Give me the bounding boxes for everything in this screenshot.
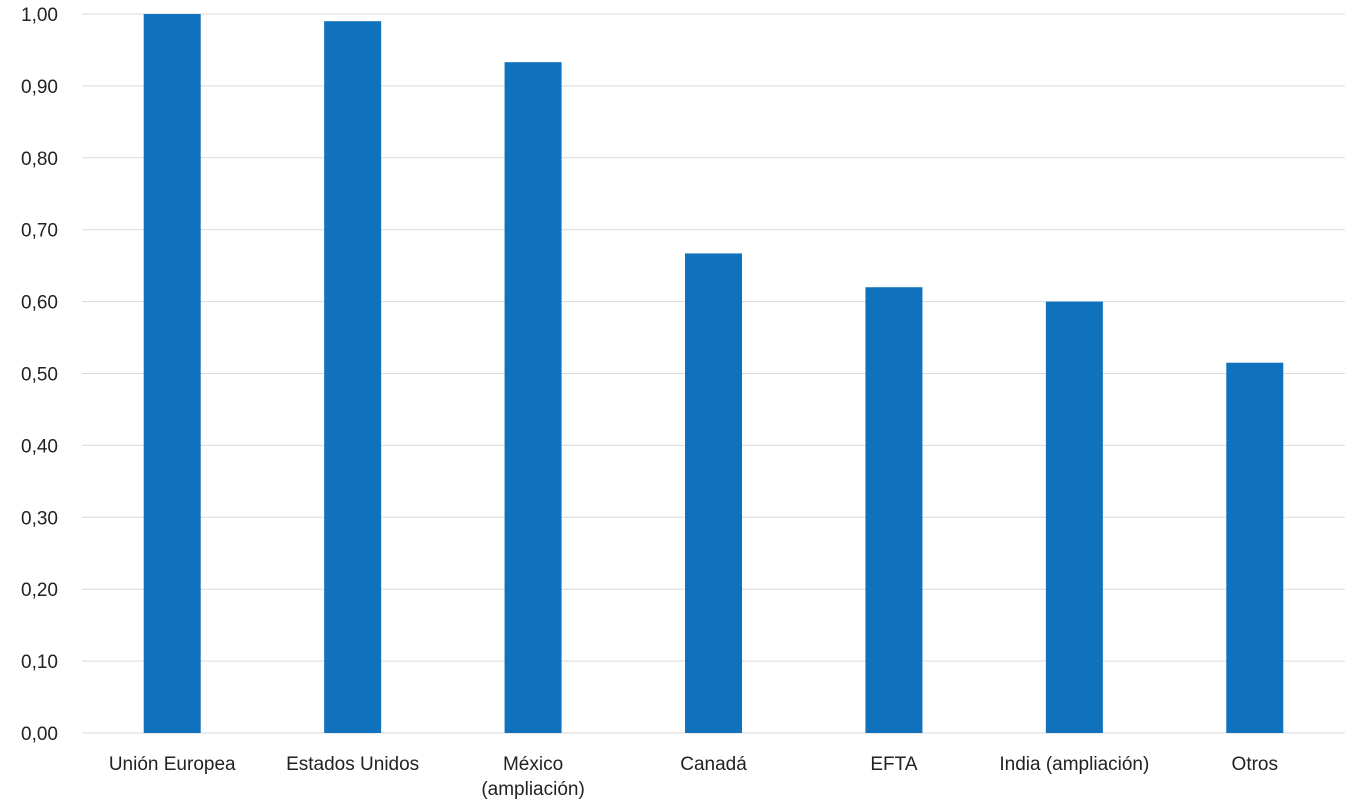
x-category-label-line: India (ampliación) — [999, 754, 1149, 775]
bar — [504, 62, 562, 734]
bar — [865, 287, 923, 733]
y-tick-label: 0,90 — [21, 77, 58, 98]
y-axis-tick-labels: 0,00 0,10 0,20 0,30 0,40 0,50 0,60 0,70 0,80 0,90… — [21, 5, 58, 745]
x-category-label: Unión Europea — [109, 754, 236, 775]
x-axis-category-labels: Unión Europea Estados Unidos México (amplia… — [109, 754, 1278, 800]
x-category-label-line: EFTA — [870, 754, 917, 775]
x-category-label: Otros — [1232, 754, 1278, 775]
bar — [1226, 362, 1284, 733]
y-tick-label: 0,80 — [21, 149, 58, 170]
x-category-label-line: México — [503, 754, 563, 775]
x-category-label: India (ampliación) — [999, 754, 1149, 775]
x-category-label: EFTA — [870, 754, 917, 775]
x-category-label-line: Unión Europea — [109, 754, 236, 775]
y-tick-label: 0,70 — [21, 221, 58, 242]
y-tick-label: 0,60 — [21, 293, 58, 314]
y-tick-label: 0,50 — [21, 365, 58, 386]
x-category-label: México (ampliación) — [481, 754, 584, 800]
y-tick-label: 0,40 — [21, 436, 58, 457]
bar — [324, 21, 382, 733]
y-tick-label: 0,10 — [21, 652, 58, 673]
x-category-label-line: (ampliación) — [481, 779, 584, 800]
x-category-label: Estados Unidos — [286, 754, 419, 775]
y-tick-label: 0,00 — [21, 724, 58, 745]
x-category-label: Canadá — [680, 754, 747, 775]
x-category-label-line: Otros — [1232, 754, 1278, 775]
x-category-label-line: Estados Unidos — [286, 754, 419, 775]
bar — [143, 14, 201, 733]
bar — [685, 253, 742, 733]
bars — [143, 14, 1284, 734]
y-tick-label: 0,20 — [21, 580, 58, 601]
y-tick-label: 1,00 — [21, 5, 58, 26]
x-category-label-line: Canadá — [680, 754, 747, 775]
y-tick-label: 0,30 — [21, 508, 58, 529]
bar — [1045, 301, 1103, 733]
